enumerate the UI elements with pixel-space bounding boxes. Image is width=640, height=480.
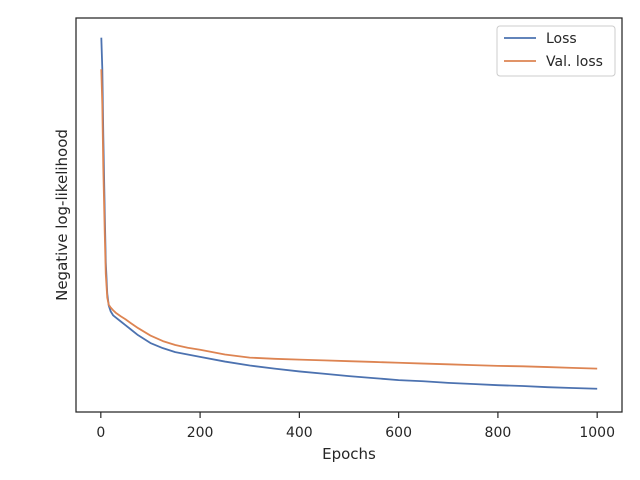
x-tick-label: 0 — [96, 425, 105, 441]
y-axis-label: Negative log-likelihood — [53, 129, 71, 301]
legend-label-loss: Loss — [546, 31, 577, 47]
plot-area — [76, 18, 622, 412]
x-tick-label: 400 — [286, 425, 313, 441]
x-tick-label: 200 — [187, 425, 214, 441]
series-lines — [100, 37, 598, 390]
x-tick-label: 600 — [385, 425, 412, 441]
plot-frame — [75, 17, 623, 413]
x-tick-label: 1000 — [579, 425, 615, 441]
legend: Loss Val. loss — [496, 25, 616, 77]
series-line-val-loss — [100, 69, 598, 370]
x-tick-label: 800 — [485, 425, 512, 441]
legend-label-val-loss: Val. loss — [546, 54, 603, 70]
x-ticks: 0 200 400 600 800 1000 — [96, 412, 615, 441]
x-axis-label: Epochs — [322, 445, 376, 463]
